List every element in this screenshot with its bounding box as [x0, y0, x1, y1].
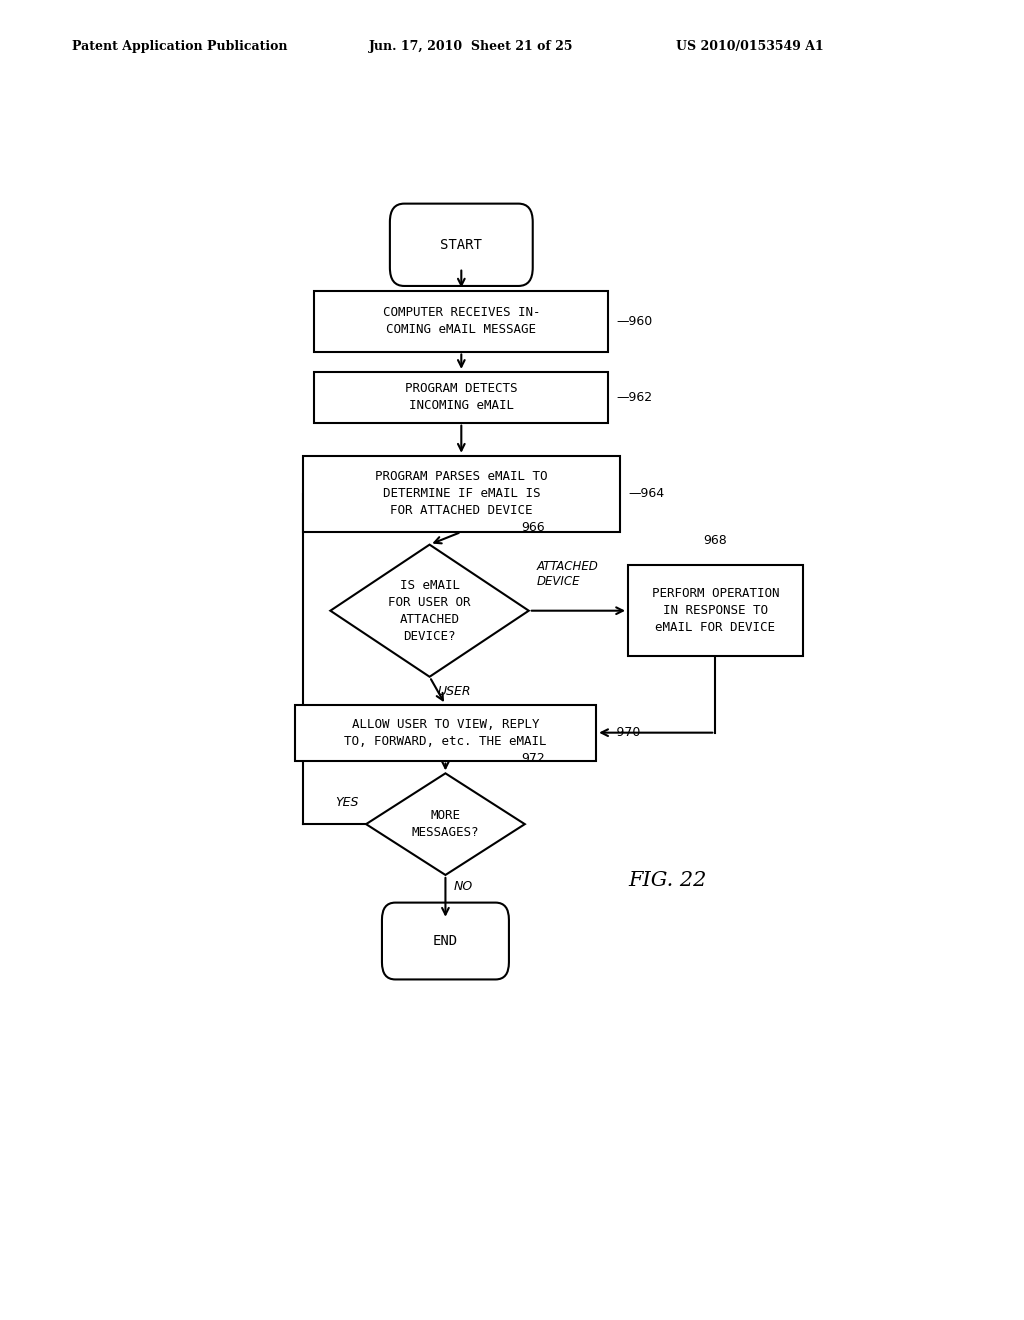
Bar [295, 705, 596, 760]
Text: Jun. 17, 2010  Sheet 21 of 25: Jun. 17, 2010 Sheet 21 of 25 [369, 40, 573, 53]
Text: —960: —960 [616, 314, 652, 327]
Text: START: START [440, 238, 482, 252]
FancyBboxPatch shape [382, 903, 509, 979]
Text: ALLOW USER TO VIEW, REPLY
TO, FORWARD, etc. THE eMAIL: ALLOW USER TO VIEW, REPLY TO, FORWARD, e… [344, 718, 547, 747]
Text: —970: —970 [604, 726, 641, 739]
Text: PERFORM OPERATION
IN RESPONSE TO
eMAIL FOR DEVICE: PERFORM OPERATION IN RESPONSE TO eMAIL F… [651, 587, 779, 634]
Text: US 2010/0153549 A1: US 2010/0153549 A1 [676, 40, 823, 53]
Text: 966: 966 [521, 521, 545, 535]
Bar [303, 455, 621, 532]
Text: 972: 972 [521, 752, 545, 766]
Text: YES: YES [335, 796, 358, 809]
Text: ATTACHED
DEVICE: ATTACHED DEVICE [537, 560, 598, 589]
Text: PROGRAM DETECTS
INCOMING eMAIL: PROGRAM DETECTS INCOMING eMAIL [406, 383, 517, 412]
Bar [628, 565, 803, 656]
Bar [314, 290, 608, 351]
Text: 968: 968 [703, 533, 727, 546]
Text: IS eMAIL
FOR USER OR
ATTACHED
DEVICE?: IS eMAIL FOR USER OR ATTACHED DEVICE? [388, 578, 471, 643]
Text: COMPUTER RECEIVES IN-
COMING eMAIL MESSAGE: COMPUTER RECEIVES IN- COMING eMAIL MESSA… [383, 306, 540, 337]
Text: PROGRAM PARSES eMAIL TO
DETERMINE IF eMAIL IS
FOR ATTACHED DEVICE: PROGRAM PARSES eMAIL TO DETERMINE IF eMA… [375, 470, 548, 517]
Text: USER: USER [437, 685, 471, 698]
Text: END: END [433, 935, 458, 948]
FancyBboxPatch shape [390, 203, 532, 286]
Text: NO: NO [454, 880, 473, 894]
Text: —962: —962 [616, 391, 652, 404]
Bar [314, 372, 608, 422]
Text: —964: —964 [628, 487, 665, 500]
Text: Patent Application Publication: Patent Application Publication [72, 40, 287, 53]
Polygon shape [331, 545, 528, 677]
Polygon shape [367, 774, 524, 875]
Text: FIG. 22: FIG. 22 [629, 871, 707, 890]
Text: MORE
MESSAGES?: MORE MESSAGES? [412, 809, 479, 840]
